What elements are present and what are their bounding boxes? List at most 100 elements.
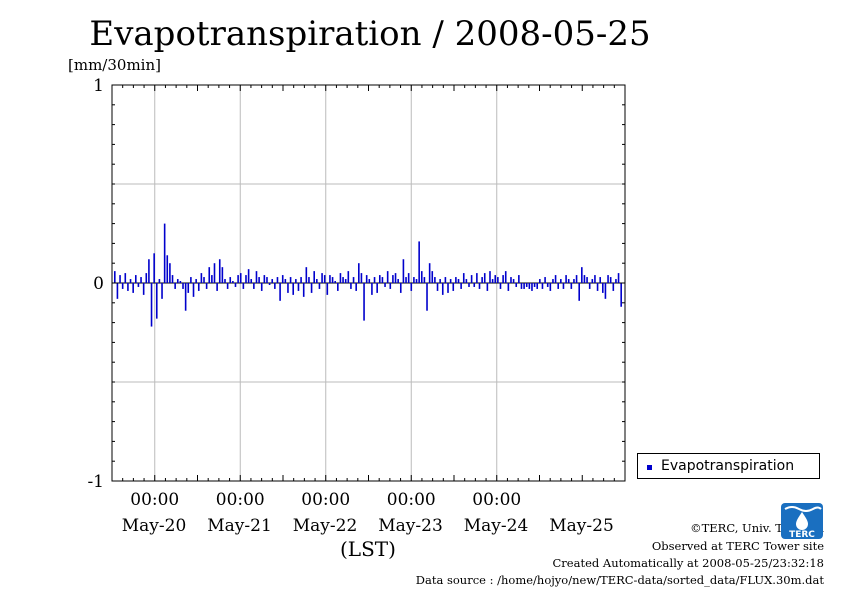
bar <box>447 283 449 293</box>
bar <box>376 283 378 293</box>
bar <box>203 277 205 283</box>
bar <box>599 277 601 283</box>
bar <box>573 279 575 283</box>
bar <box>292 283 295 295</box>
bar <box>371 283 373 295</box>
bar <box>389 283 392 289</box>
bar <box>140 277 142 283</box>
bar <box>528 283 531 289</box>
bar <box>602 283 604 293</box>
bar <box>169 263 171 283</box>
bar <box>232 281 234 283</box>
x-tick-label-date: May-25 <box>549 516 614 536</box>
bar <box>308 277 310 283</box>
bar <box>218 259 221 283</box>
bar <box>541 283 544 289</box>
bar <box>481 277 483 283</box>
bar <box>449 279 452 283</box>
bar <box>483 273 486 283</box>
bar <box>612 283 615 291</box>
bar <box>321 273 323 283</box>
bar <box>407 273 410 283</box>
bar <box>455 277 457 283</box>
x-tick-label-time: 00:00 <box>301 490 350 510</box>
bar <box>439 279 441 283</box>
bar <box>520 283 523 289</box>
bar <box>615 279 617 283</box>
x-tick-label-time: 00:00 <box>216 490 265 510</box>
bar <box>171 275 174 283</box>
bar <box>363 283 365 321</box>
bar <box>476 273 478 283</box>
bar <box>552 279 554 283</box>
bar <box>127 283 129 291</box>
bar <box>331 277 334 283</box>
bar <box>444 277 447 283</box>
bar <box>281 275 284 283</box>
bar <box>224 279 226 283</box>
bar <box>344 279 347 283</box>
bar <box>297 283 300 291</box>
bar <box>242 283 245 289</box>
x-tick-label-date: May-22 <box>293 516 358 536</box>
bar <box>205 283 208 289</box>
bar <box>279 283 281 301</box>
bar <box>318 283 321 289</box>
bar <box>158 279 161 283</box>
bar <box>413 277 415 283</box>
bar <box>410 283 413 291</box>
legend-swatch <box>647 465 652 470</box>
bar <box>155 283 158 319</box>
bar <box>247 269 250 283</box>
bar <box>373 277 376 283</box>
x-tick-label-time: 00:00 <box>472 490 521 510</box>
bar <box>153 253 155 283</box>
bar <box>478 283 481 289</box>
bar <box>609 277 612 283</box>
x-axis-label: (LST) <box>340 537 396 561</box>
bar <box>134 275 137 283</box>
bar <box>436 283 439 291</box>
bar <box>174 283 176 289</box>
bar <box>578 283 580 301</box>
bar <box>310 283 313 293</box>
y-tick-label: 1 <box>93 76 104 96</box>
terc-logo: TERC <box>781 503 823 539</box>
bar <box>415 279 418 283</box>
bar <box>557 283 560 289</box>
bar <box>163 223 166 283</box>
bar <box>119 275 121 283</box>
x-tick-label-date: May-21 <box>207 516 272 536</box>
bar <box>114 271 116 283</box>
bar <box>620 283 622 307</box>
bar <box>486 283 489 291</box>
bar <box>316 279 318 283</box>
bar <box>245 275 247 283</box>
bar <box>386 271 389 283</box>
bar <box>512 279 515 283</box>
bar <box>470 275 473 283</box>
data-bars <box>114 223 622 327</box>
y-axis-unit-label: [mm/30min] <box>68 56 161 74</box>
bar <box>515 283 518 287</box>
bar <box>352 277 355 283</box>
bar <box>323 275 326 283</box>
bar <box>302 283 305 297</box>
bar <box>226 283 229 289</box>
legend: Evapotranspiration <box>637 453 820 479</box>
bar <box>229 277 232 283</box>
bar <box>420 271 423 283</box>
bar <box>392 275 394 283</box>
bar <box>428 263 431 283</box>
bar <box>531 283 533 291</box>
bar <box>184 283 187 311</box>
bar <box>305 267 308 283</box>
bar <box>399 283 402 293</box>
x-tick-label-time: 00:00 <box>387 490 436 510</box>
bar <box>468 283 470 287</box>
bar <box>452 283 455 291</box>
created-text: Created Automatically at 2008-05-25/23:3… <box>552 556 825 570</box>
bar <box>355 283 357 291</box>
bar <box>489 271 491 283</box>
bar <box>536 283 539 289</box>
